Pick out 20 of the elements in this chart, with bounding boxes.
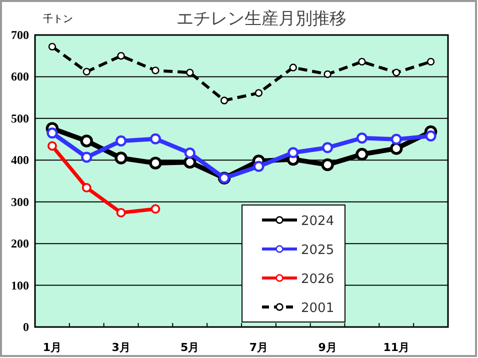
- y-axis-title: 千トン: [43, 13, 73, 25]
- y-tick-label: 600: [11, 70, 29, 84]
- x-tick-label: 11月: [383, 341, 410, 354]
- y-tick-label: 400: [11, 153, 29, 168]
- chart-title: エチレン生産月別推移: [176, 9, 346, 29]
- y-tick-label: 100: [11, 278, 29, 292]
- legend-label: 2026: [301, 272, 334, 287]
- y-tick-label: 500: [11, 111, 29, 126]
- x-tick-label: 1月: [42, 341, 62, 354]
- legend-label: 2025: [301, 243, 334, 258]
- y-tick-label: 700: [11, 28, 29, 42]
- x-tick-label: 9月: [318, 341, 337, 354]
- y-tick-label: 200: [11, 236, 29, 251]
- x-tick-label: 3月: [112, 341, 130, 354]
- x-tick-label: 7月: [249, 341, 268, 354]
- legend-label: 2001: [301, 301, 334, 316]
- y-tick-label: 300: [11, 194, 29, 209]
- x-tick-label: 5月: [180, 341, 200, 354]
- legend-label: 2024: [301, 214, 334, 229]
- y-tick-label: 0: [23, 320, 29, 334]
